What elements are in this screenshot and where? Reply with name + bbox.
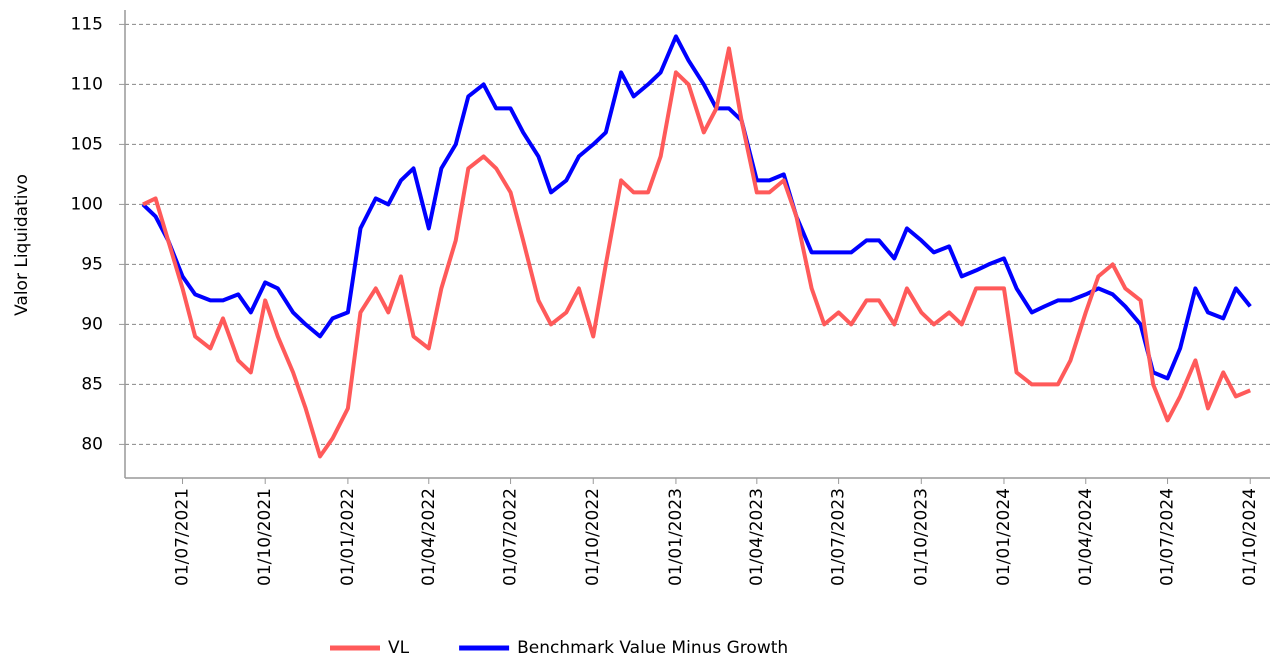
- y-axis-title: Valor Liquidativo: [12, 174, 32, 316]
- y-tick-label: 115: [71, 14, 103, 34]
- x-tick-label: 01/01/2024: [994, 488, 1014, 586]
- x-tick-label: 01/10/2021: [255, 488, 275, 586]
- x-tick-label: 01/07/2024: [1158, 488, 1178, 586]
- x-tick-label: 01/10/2024: [1240, 488, 1260, 586]
- x-tick-label: 01/10/2022: [583, 488, 603, 586]
- y-tick-label: 80: [81, 434, 103, 454]
- x-tick-label: 01/04/2024: [1076, 488, 1096, 586]
- x-tick-label: 01/04/2022: [419, 488, 439, 586]
- y-tick-label: 90: [81, 314, 103, 334]
- y-tick-label: 95: [81, 254, 103, 274]
- legend-label: Benchmark Value Minus Growth: [517, 638, 788, 658]
- series-line: [141, 34, 1252, 381]
- y-tick-label: 110: [71, 74, 103, 94]
- series-line: [142, 46, 1252, 459]
- x-tick-label: 01/01/2023: [666, 488, 686, 586]
- x-tick-label: 01/04/2023: [747, 488, 767, 586]
- x-tick-label: 01/01/2022: [338, 488, 358, 586]
- x-tick-label: 01/07/2021: [173, 488, 193, 586]
- y-tick-label: 85: [81, 374, 103, 394]
- y-tick-label: 105: [71, 134, 103, 154]
- x-tick-label: 01/07/2022: [501, 488, 521, 586]
- x-tick-label: 01/10/2023: [911, 488, 931, 586]
- legend-label: VL: [388, 638, 410, 658]
- y-tick-label: 100: [71, 194, 103, 214]
- x-tick-label: 01/07/2023: [829, 488, 849, 586]
